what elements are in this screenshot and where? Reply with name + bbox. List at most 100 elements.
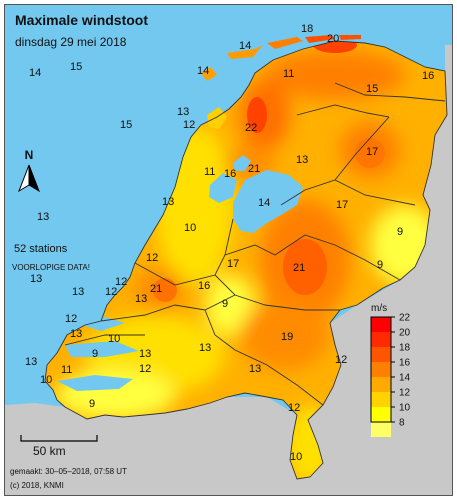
station-value: 13 (37, 211, 49, 223)
station-value: 13 (177, 106, 189, 118)
station-value: 12 (335, 354, 347, 366)
wadden-island (305, 35, 335, 43)
preliminary-notice: VOORLOPIGE DATA! (12, 263, 90, 272)
north-arrow-icon: N (18, 148, 40, 193)
legend-tick-label: 22 (399, 313, 411, 324)
legend-swatch (371, 347, 391, 362)
legend-swatch (371, 392, 391, 407)
station-value: 13 (25, 356, 37, 368)
station-value: 10 (108, 333, 120, 345)
station-value: 21 (248, 163, 260, 175)
north-label: N (25, 148, 34, 162)
station-value: 12 (288, 402, 300, 414)
wadden-island (267, 37, 303, 49)
station-value: 14 (197, 65, 209, 77)
ijsselmeer (233, 170, 303, 233)
station-value: 12 (183, 119, 195, 131)
legend-swatch (371, 422, 391, 437)
station-value: 14 (239, 40, 251, 52)
station-value: 13 (162, 196, 174, 208)
station-value: 16 (224, 168, 236, 180)
markermeer (209, 173, 237, 203)
foreign-land (5, 45, 452, 495)
station-value: 15 (120, 119, 132, 131)
station-value: 13 (296, 154, 308, 166)
station-value: 12 (105, 286, 117, 298)
station-value: 17 (336, 199, 348, 211)
station-value: 21 (150, 283, 162, 295)
wadden-island (227, 45, 263, 59)
made-timestamp: gemaakt: 30–05–2018, 07:58 UT (10, 467, 127, 476)
wadden-island (201, 67, 217, 81)
haringvliet (75, 317, 125, 331)
legend-swatch (371, 362, 391, 377)
station-value: 13 (249, 363, 261, 375)
station-count: 52 stations (14, 243, 68, 255)
station-value: 12 (139, 363, 151, 375)
station-value: 10 (184, 222, 196, 234)
station-value: 22 (245, 122, 257, 134)
legend-swatch (371, 407, 391, 422)
inland-water (233, 155, 251, 171)
station-value: 9 (222, 298, 228, 310)
map-title: Maximale windstoot (15, 12, 148, 28)
legend-unit: m/s (371, 303, 387, 314)
station-value: 20 (327, 33, 339, 45)
legend-swatch (371, 377, 391, 392)
station-value: 13 (72, 286, 84, 298)
westerschelde (57, 375, 133, 391)
station-value: 12 (115, 276, 127, 288)
map-date: dinsdag 29 mei 2018 (15, 35, 127, 49)
station-value: 17 (366, 146, 378, 158)
station-value: 13 (139, 348, 151, 360)
station-value: 13 (199, 342, 211, 354)
legend-tick-label: 18 (399, 343, 411, 354)
province-borders (44, 40, 448, 480)
station-value: 10 (290, 451, 302, 463)
station-value: 11 (61, 364, 72, 376)
legend-tick-label: 16 (399, 358, 411, 369)
legend-swatch (371, 332, 391, 347)
station-value: 9 (92, 348, 98, 360)
station-value: 14 (29, 67, 41, 79)
copyright: (c) 2018, KNMI (10, 481, 64, 490)
legend: m/s 22 20 18 16 14 12 10 8 (370, 303, 411, 437)
station-value: 18 (301, 23, 313, 35)
station-value: 13 (30, 273, 42, 285)
station-value: 16 (198, 280, 210, 292)
station-value: 16 (422, 70, 434, 82)
station-value: 17 (227, 258, 239, 270)
legend-colorbar (370, 316, 392, 437)
scale-bar: 50 km (20, 435, 98, 458)
station-value: 11 (283, 68, 294, 80)
oosterschelde (65, 341, 139, 357)
scale-bar-label: 50 km (33, 444, 66, 458)
wind-gust-map: Maximale windstoot dinsdag 29 mei 2018 N… (5, 5, 452, 495)
legend-tick-label: 8 (399, 418, 405, 429)
station-value: 12 (65, 313, 77, 325)
station-value: 11 (204, 166, 215, 178)
map-frame: Maximale windstoot dinsdag 29 mei 2018 N… (4, 4, 453, 496)
station-value: 21 (293, 262, 305, 274)
legend-swatch (371, 317, 391, 332)
station-values: 18 20 14 14 15 14 11 15 16 13 12 15 22 1… (25, 23, 434, 463)
station-value: 12 (146, 252, 158, 264)
station-value: 9 (397, 226, 403, 238)
legend-tick-label: 20 (399, 328, 411, 339)
legend-tick-label: 14 (399, 373, 411, 384)
station-value: 13 (135, 293, 147, 305)
station-value: 13 (70, 328, 82, 340)
station-value: 15 (366, 83, 378, 95)
texel (207, 107, 227, 129)
station-value: 14 (258, 197, 270, 209)
station-value: 9 (377, 259, 383, 271)
station-value: 19 (281, 331, 293, 343)
station-value: 9 (89, 398, 95, 410)
legend-tick-label: 12 (399, 388, 411, 399)
legend-tick-label: 10 (399, 403, 411, 414)
legend-ticks: 22 20 18 16 14 12 10 8 (391, 313, 411, 429)
station-value: 10 (40, 374, 52, 386)
station-value: 15 (70, 61, 82, 73)
legend-border (370, 316, 392, 423)
wadden-island (339, 35, 361, 40)
